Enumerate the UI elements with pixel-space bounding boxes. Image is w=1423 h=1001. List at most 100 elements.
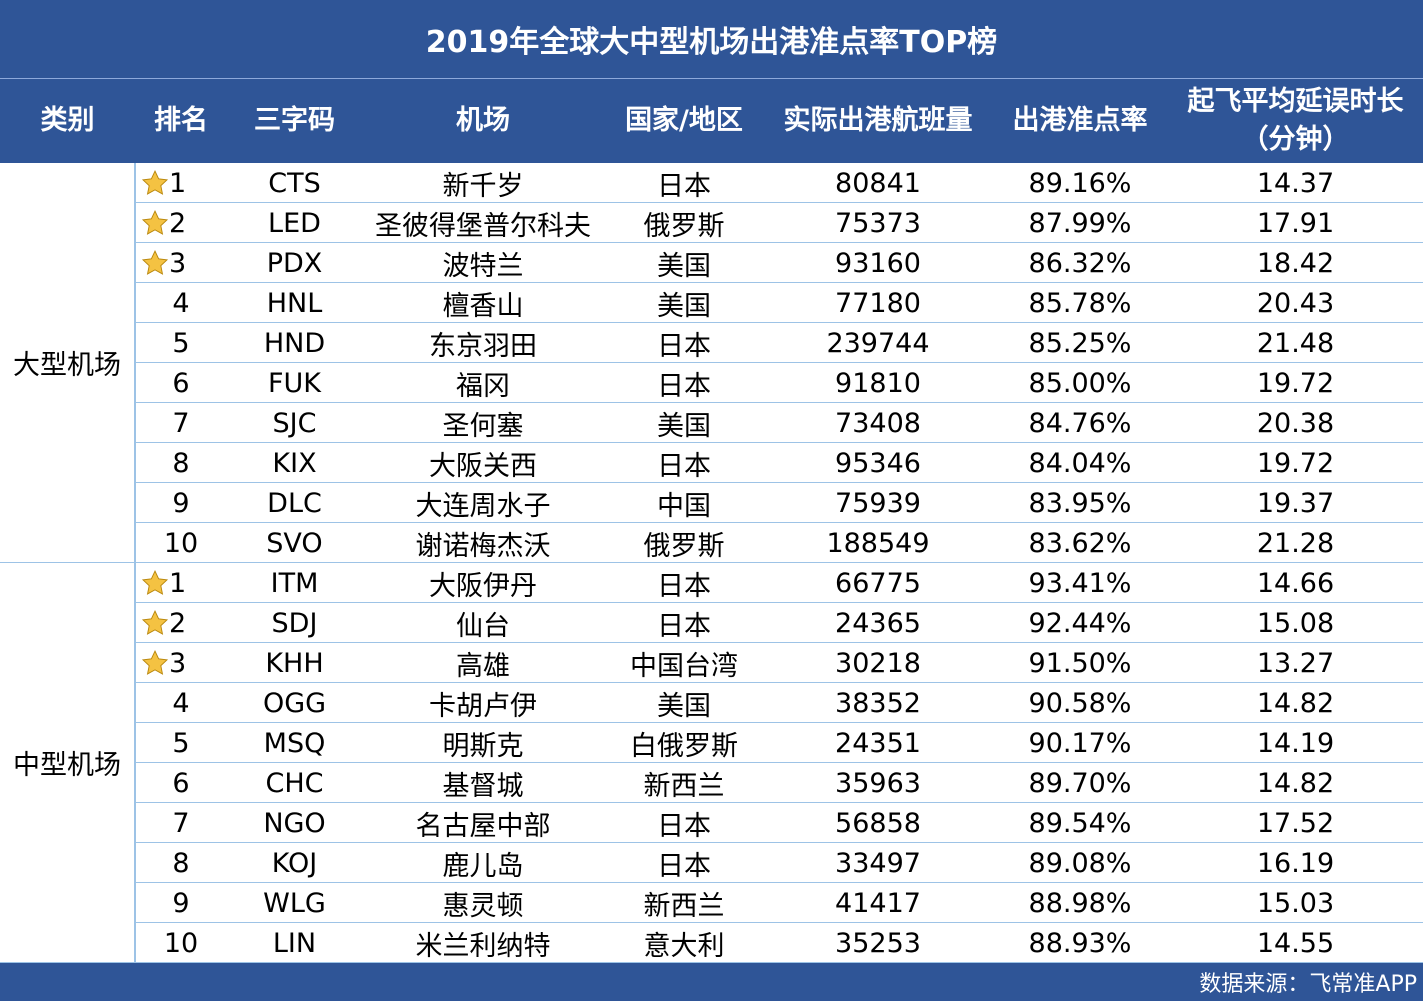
flights-cell: 188549 (826, 527, 930, 559)
flights-cell: 35253 (835, 927, 921, 959)
flights-cell: 91810 (835, 367, 921, 399)
rank-wrap: 4 (172, 288, 189, 319)
header-ontime: 出港准点率 (1012, 105, 1148, 136)
region-cell: 日本 (657, 170, 711, 202)
header-delay-line2: （分钟） (1241, 124, 1350, 155)
airport-cell: 波特兰 (442, 250, 524, 282)
airport-cell: 圣彼得堡普尔科夫 (375, 210, 591, 242)
table-row: 10 SVO 谢诺梅杰沃 俄罗斯 188549 83.62% 21.28 (135, 523, 1423, 563)
table-row: 9 WLG 惠灵顿 新西兰 41417 88.98% 15.03 (135, 883, 1423, 923)
region-cell: 美国 (657, 410, 711, 442)
table-row: 3 KHH 高雄 中国台湾 30218 91.50% 13.27 (135, 643, 1423, 683)
rank-cell: 7 (135, 803, 227, 843)
flights-cell: 66775 (835, 567, 921, 599)
flights-cell: 30218 (835, 647, 921, 679)
rank-wrap: 3 (141, 648, 186, 679)
airport-cell: 高雄 (456, 650, 510, 682)
delay-cell: 19.72 (1256, 367, 1335, 399)
table-row: 6 CHC 基督城 新西兰 35963 89.70% 14.82 (135, 763, 1423, 803)
rank-wrap: 9 (172, 888, 189, 919)
rank-number: 7 (172, 407, 190, 439)
rank-cell: 4 (135, 283, 227, 323)
table-row: 2 SDJ 仙台 日本 24365 92.44% 15.08 (135, 603, 1423, 643)
table-row: 4 HNL 檀香山 美国 77180 85.78% 20.43 (135, 283, 1423, 323)
region-cell: 日本 (657, 850, 711, 882)
table-row: 10 LIN 米兰利纳特 意大利 35253 88.93% 14.55 (135, 923, 1423, 963)
ontime-cell: 86.32% (1028, 247, 1132, 279)
table-row: 5 MSQ 明斯克 白俄罗斯 24351 90.17% 14.19 (135, 723, 1423, 763)
region-cell: 新西兰 (643, 890, 725, 922)
rank-wrap: 3 (141, 248, 186, 279)
rank-wrap: 10 (164, 928, 198, 959)
rank-number: 4 (172, 687, 190, 719)
region-cell: 中国台湾 (630, 650, 738, 682)
table-row: 8 KOJ 鹿儿岛 日本 33497 89.08% 16.19 (135, 843, 1423, 883)
airport-cell: 谢诺梅杰沃 (415, 530, 551, 562)
column-divider (135, 163, 136, 963)
region-cell: 日本 (657, 450, 711, 482)
airport-cell: 卡胡卢伊 (429, 690, 537, 722)
header-row: 类别 排名 三字码 机场 国家/地区 实际出港航班量 出港准点率 起飞平均延误时… (0, 79, 1423, 163)
delay-cell: 13.27 (1256, 647, 1335, 679)
airport-cell: 名古屋中部 (415, 810, 551, 842)
rank-cell: 4 (135, 683, 227, 723)
region-cell: 俄罗斯 (643, 530, 725, 562)
header-rank: 排名 (154, 105, 208, 136)
code-cell: FUK (268, 367, 321, 399)
code-cell: WLG (263, 887, 326, 919)
flights-cell: 38352 (835, 687, 921, 719)
rank-number: 1 (169, 567, 187, 599)
delay-cell: 19.37 (1256, 487, 1335, 519)
star-icon (141, 169, 169, 197)
rank-number: 10 (163, 527, 199, 559)
star-icon (141, 209, 169, 237)
star-icon (141, 609, 169, 637)
table-row: 9 DLC 大连周水子 中国 75939 83.95% 19.37 (135, 483, 1423, 523)
table-row: 8 KIX 大阪关西 日本 95346 84.04% 19.72 (135, 443, 1423, 483)
code-cell: SVO (266, 527, 323, 559)
flights-cell: 75939 (835, 487, 921, 519)
code-cell: LED (268, 207, 321, 239)
ontime-cell: 92.44% (1028, 607, 1132, 639)
ontime-cell: 85.25% (1028, 327, 1132, 359)
flights-cell: 24351 (835, 727, 921, 759)
region-cell: 美国 (657, 250, 711, 282)
airport-cell: 惠灵顿 (442, 890, 524, 922)
rank-wrap: 6 (172, 368, 189, 399)
ontime-cell: 93.41% (1028, 567, 1132, 599)
category-label: 大型机场 (0, 163, 135, 563)
region-cell: 日本 (657, 610, 711, 642)
rank-number: 5 (172, 727, 190, 759)
rank-number: 8 (172, 447, 190, 479)
delay-cell: 19.72 (1256, 447, 1335, 479)
airport-cell: 基督城 (442, 770, 524, 802)
code-cell: SJC (272, 407, 317, 439)
rank-cell: 1 (135, 163, 227, 203)
rank-number: 9 (172, 487, 190, 519)
ontime-cell: 89.54% (1028, 807, 1132, 839)
rank-wrap: 5 (172, 728, 189, 759)
header-category: 类别 (40, 105, 95, 136)
code-cell: OGG (262, 687, 327, 719)
rank-wrap: 5 (172, 328, 189, 359)
header-flights: 实际出港航班量 (783, 105, 973, 136)
region-cell: 白俄罗斯 (630, 730, 738, 762)
flights-cell: 93160 (835, 247, 921, 279)
data-source-note: 数据来源：飞常准APP (1199, 972, 1417, 997)
rank-number: 2 (169, 607, 187, 639)
flights-cell: 239744 (826, 327, 930, 359)
table-row: 7 SJC 圣何塞 美国 73408 84.76% 20.38 (135, 403, 1423, 443)
code-cell: KHH (265, 647, 324, 679)
region-cell: 美国 (657, 290, 711, 322)
code-cell: MSQ (263, 727, 326, 759)
table-body: 大型机场 1 CTS 新千岁 日本 80841 89.16% 14.37 2 LED 圣彼得堡普尔科… (0, 163, 1423, 963)
flights-cell: 73408 (835, 407, 921, 439)
rank-cell: 10 (135, 923, 227, 963)
region-cell: 日本 (657, 570, 711, 602)
delay-cell: 17.91 (1256, 207, 1335, 239)
ontime-cell: 83.95% (1028, 487, 1132, 519)
flights-cell: 95346 (835, 447, 921, 479)
region-cell: 意大利 (643, 930, 725, 962)
flights-cell: 24365 (835, 607, 921, 639)
ontime-cell: 90.58% (1028, 687, 1132, 719)
